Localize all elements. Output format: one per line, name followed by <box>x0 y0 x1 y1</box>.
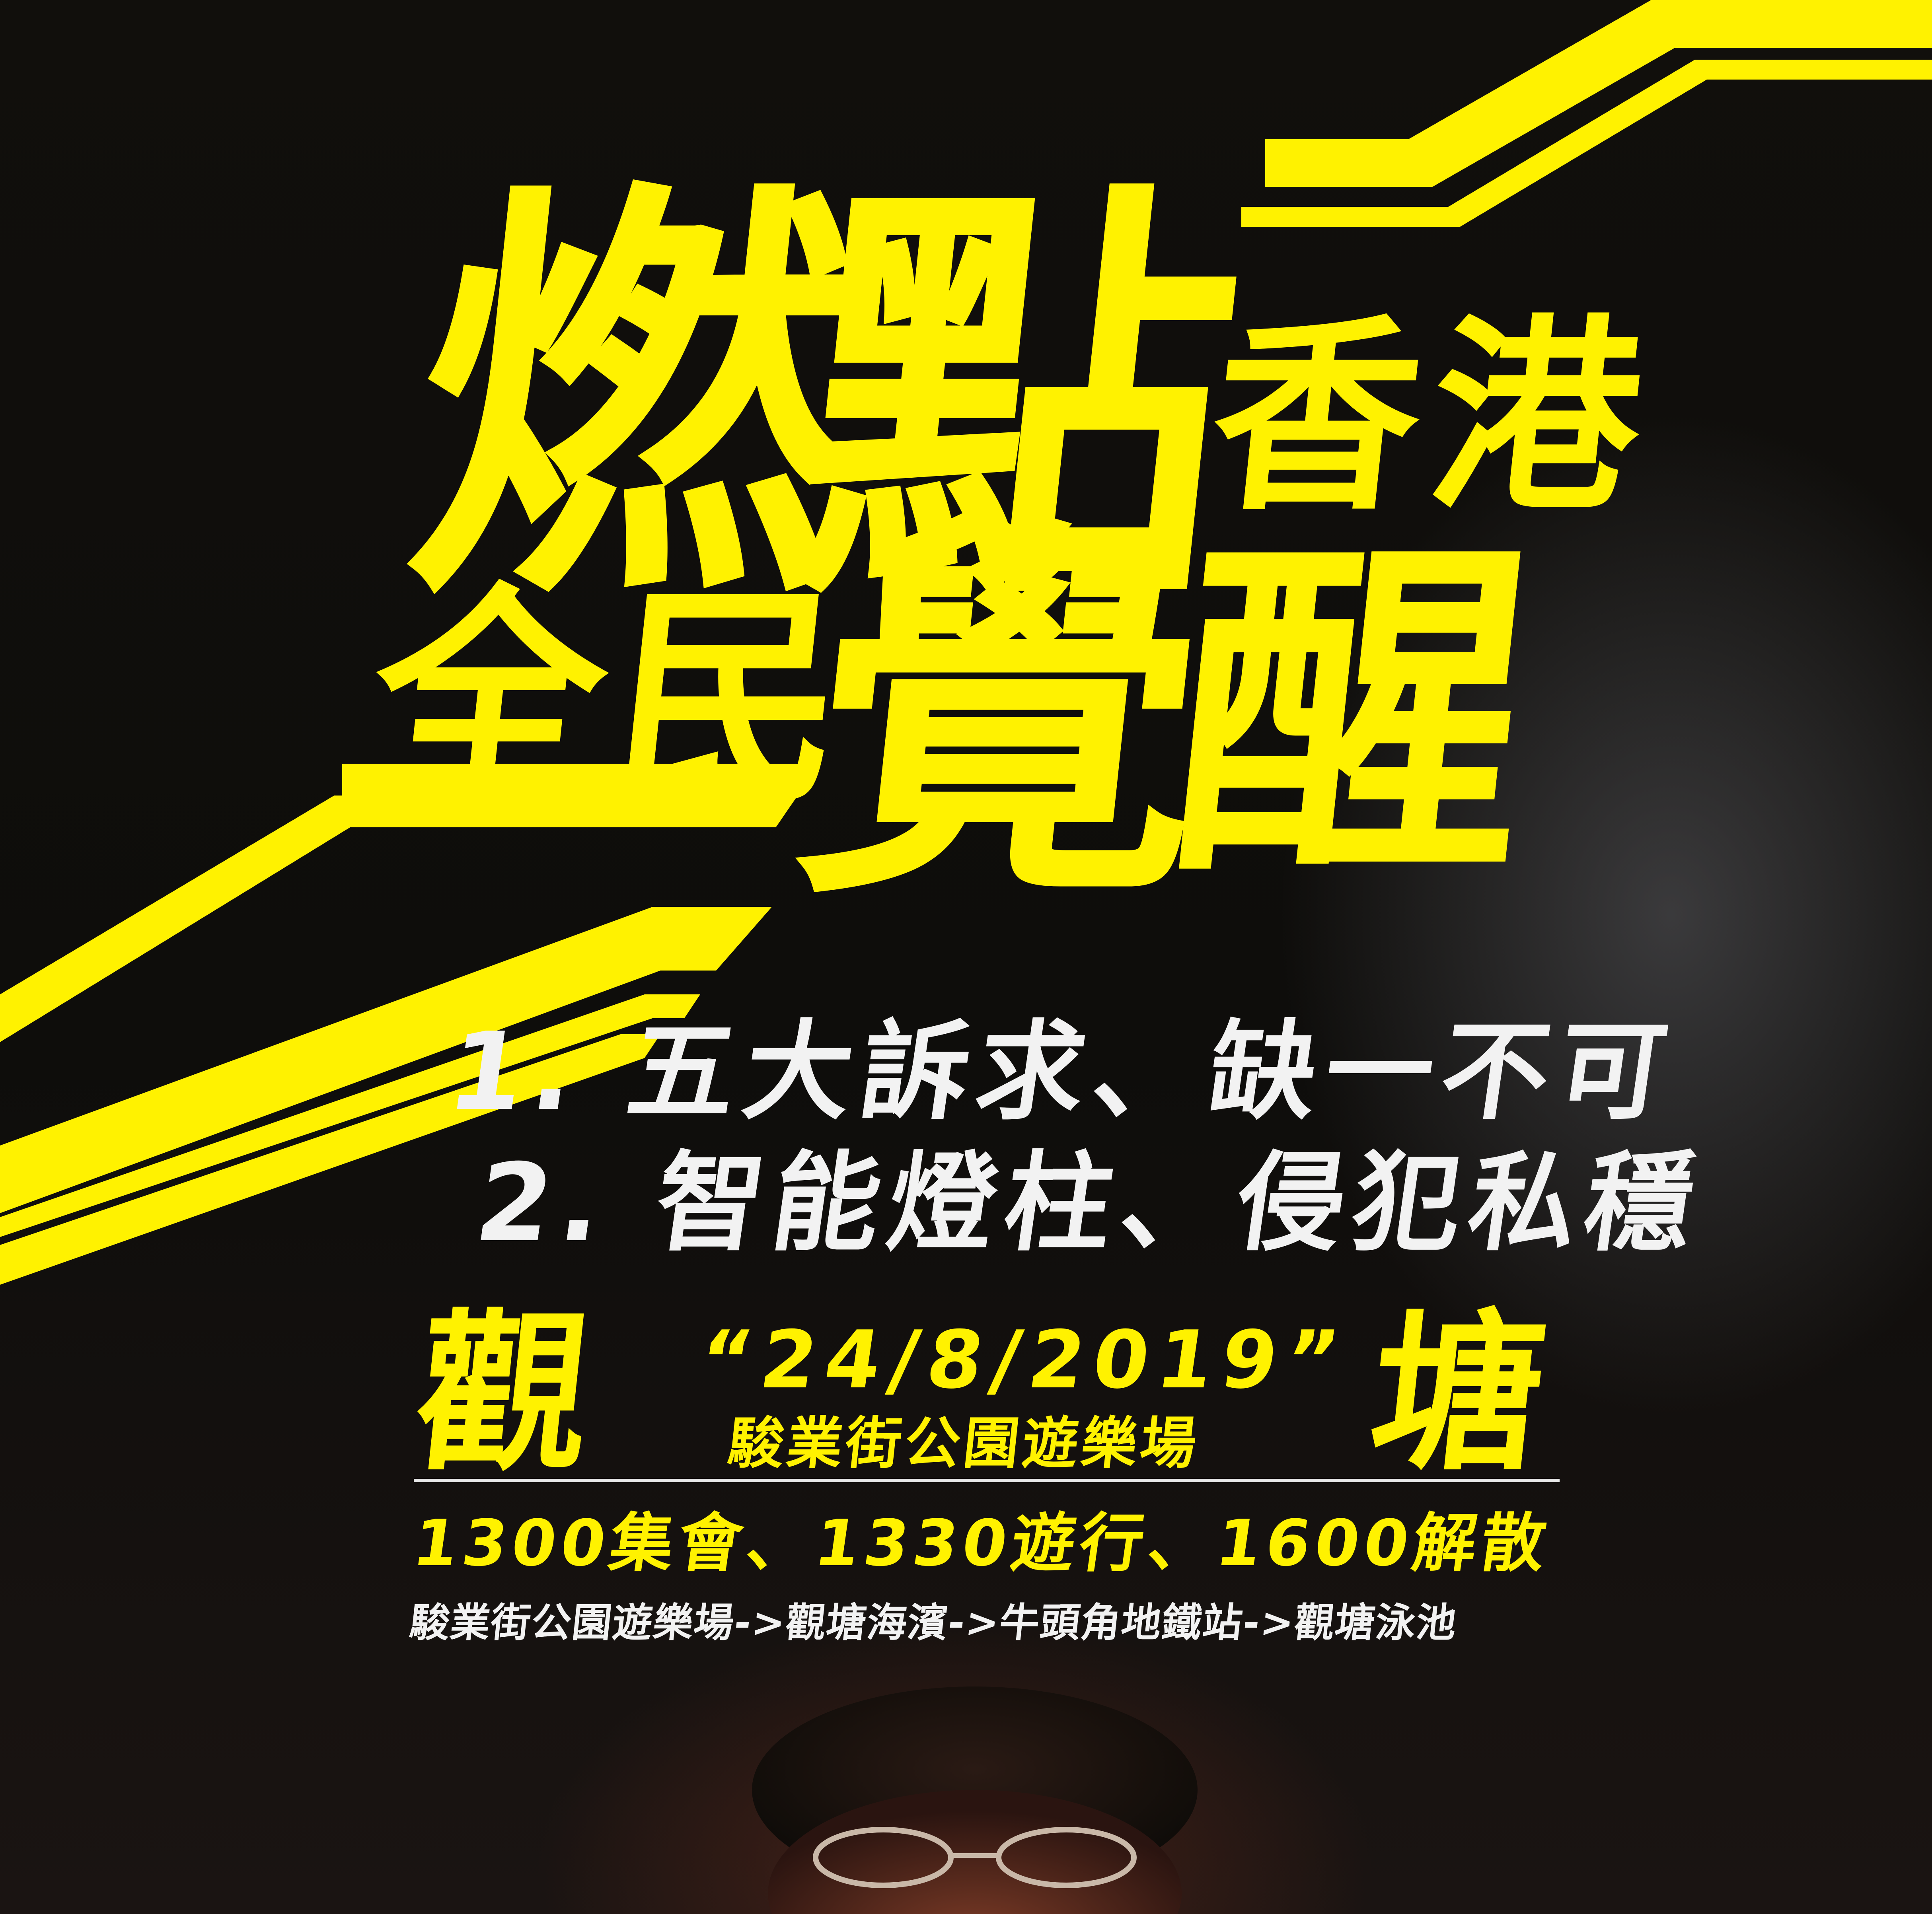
stripe-left-thin <box>0 994 700 1237</box>
headline-all-people: 全民 <box>360 566 866 834</box>
headline-hong-kong: 香港 <box>1201 297 1664 538</box>
headline-char-jue: 覺 <box>783 484 1230 947</box>
march-route: 駿業街公園遊樂場->觀塘海濱->牛頭角地鐵站->觀塘泳池 <box>407 1599 1460 1646</box>
demand-line-2: 2. 智能燈柱、侵犯私穩 <box>468 1140 1711 1266</box>
event-date: “24/8/2019” <box>693 1314 1354 1406</box>
stripe-left-thick <box>0 764 820 1042</box>
stripe-top-thick <box>1265 0 1932 187</box>
demand-line-1: 1. 五大訴求、缺一不可 <box>440 1009 1683 1134</box>
headline-char-ran: 燃 <box>391 152 858 652</box>
stripe-left-main <box>0 907 772 1213</box>
stripe-top-thin <box>1241 60 1932 227</box>
district-char-left: 觀 <box>407 1295 600 1494</box>
divider <box>414 1479 1560 1482</box>
event-venue: 駿業街公園遊樂場 <box>724 1411 1203 1476</box>
stripe-left-bottom <box>0 1034 660 1285</box>
headline-char-xing: 醒 <box>1156 512 1549 920</box>
event-schedule: 1300集會、1330遊行、1600解散 <box>408 1506 1556 1580</box>
district-char-right: 塘 <box>1362 1295 1554 1494</box>
portrait-photo <box>752 1686 1198 1914</box>
